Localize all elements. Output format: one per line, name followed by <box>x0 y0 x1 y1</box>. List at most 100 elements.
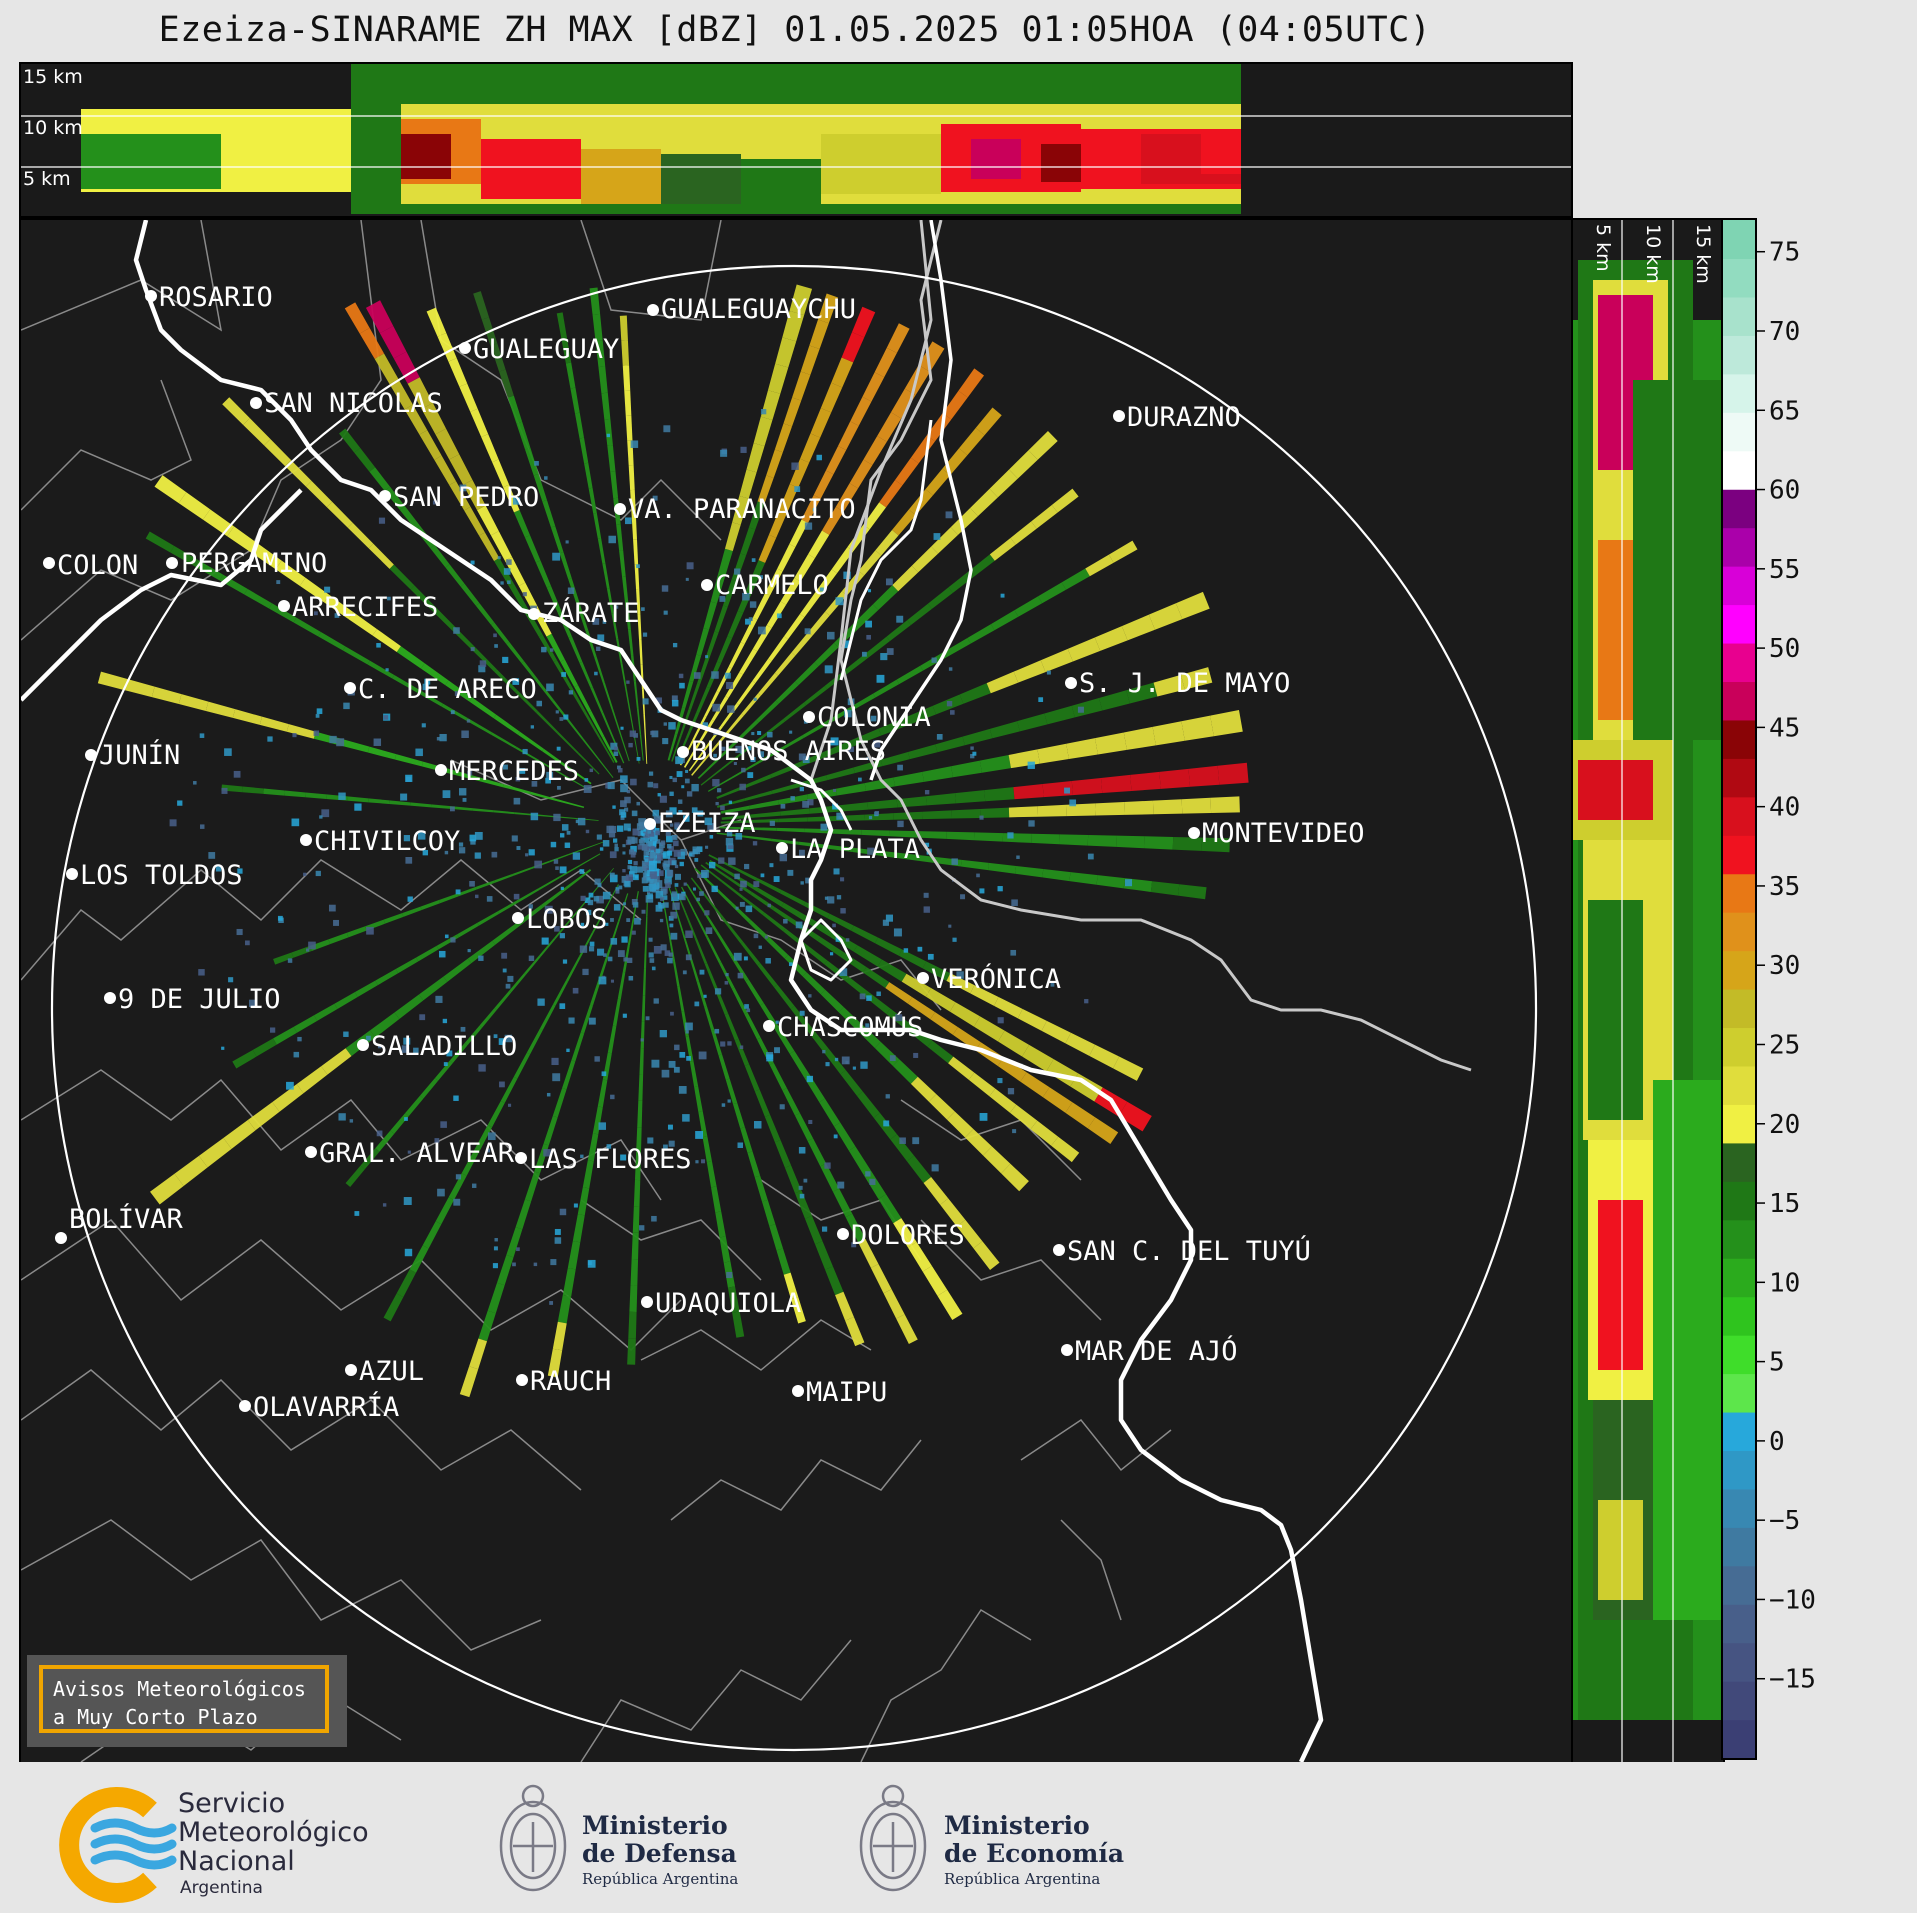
radar-ray-segment <box>892 509 916 536</box>
city-marker[interactable] <box>516 1374 528 1386</box>
radar-echo-pixel <box>670 932 678 940</box>
city-marker[interactable] <box>677 746 689 758</box>
radar-echo-pixel <box>840 877 845 882</box>
city-marker[interactable] <box>104 992 116 1004</box>
city-marker[interactable] <box>305 1146 317 1158</box>
city-marker[interactable] <box>85 749 97 761</box>
radar-ray-segment <box>877 412 902 442</box>
radar-echo-pixel <box>620 800 627 807</box>
city-marker[interactable] <box>776 842 788 854</box>
radar-ray-segment <box>1177 884 1207 900</box>
city-marker[interactable] <box>528 608 540 620</box>
city-marker[interactable] <box>379 490 391 502</box>
city-marker[interactable] <box>515 1152 527 1164</box>
radar-echo-pixel <box>663 902 669 908</box>
radar-ray-segment <box>711 1186 722 1213</box>
radar-ray-segment <box>1051 488 1079 513</box>
radar-echo-pixel <box>277 915 283 921</box>
radar-ray-segment <box>975 407 1002 436</box>
radar-echo-pixel <box>373 738 382 746</box>
city-marker[interactable] <box>345 1364 357 1376</box>
colorbar-tick-label: −15 <box>1769 1665 1816 1695</box>
radar-echo-pixel <box>655 818 661 824</box>
radar-ray-segment <box>704 962 718 990</box>
radar-echo-pixel <box>669 923 674 928</box>
radar-ray-segment <box>296 1066 328 1094</box>
radar-ray-segment <box>1113 1056 1144 1081</box>
city-label: ARRECIFES <box>292 592 438 623</box>
city-marker[interactable] <box>459 342 471 354</box>
city-marker[interactable] <box>701 579 713 591</box>
city-marker[interactable] <box>644 818 656 830</box>
radar-ray-segment <box>730 955 749 982</box>
city-marker[interactable] <box>647 304 659 316</box>
radar-echo-pixel <box>343 1031 349 1037</box>
radar-echo-pixel <box>629 871 635 877</box>
radar-echo-pixel <box>237 868 243 874</box>
side-cross-section-cell <box>1588 900 1643 1120</box>
radar-echo-pixel <box>845 1060 849 1064</box>
city-marker[interactable] <box>43 557 55 569</box>
radar-echo-pixel <box>874 810 880 816</box>
colorbar-segment <box>1723 719 1755 759</box>
radar-ray-segment <box>873 679 900 698</box>
radar-echo-pixel <box>534 860 543 869</box>
city-marker[interactable] <box>1188 827 1200 839</box>
radar-echo-pixel <box>808 994 812 998</box>
city-label: DOLORES <box>851 1220 965 1251</box>
city-marker[interactable] <box>917 972 929 984</box>
city-marker[interactable] <box>1053 1244 1065 1256</box>
radar-ray-segment <box>1013 784 1044 800</box>
colorbar-segment <box>1723 373 1755 413</box>
radar-echo-pixel <box>679 682 685 689</box>
radar-echo-pixel <box>530 812 539 821</box>
radar-echo-pixel <box>669 807 677 815</box>
city-marker[interactable] <box>357 1039 369 1051</box>
radar-echo-pixel <box>835 597 844 606</box>
city-marker[interactable] <box>344 682 356 694</box>
city-marker[interactable] <box>763 1020 775 1032</box>
city-marker[interactable] <box>512 912 524 924</box>
city-marker[interactable] <box>1065 677 1077 689</box>
city-marker[interactable] <box>1061 1344 1073 1356</box>
radar-echo-pixel <box>757 626 766 635</box>
city-marker[interactable] <box>792 1385 804 1397</box>
radar-ray-segment <box>598 736 615 764</box>
radar-ray-segment <box>732 495 749 525</box>
radar-ray-segment <box>587 1133 599 1162</box>
city-marker[interactable] <box>278 600 290 612</box>
radar-ray-segment <box>664 911 671 937</box>
city-marker[interactable] <box>239 1400 251 1412</box>
radar-ray-segment <box>1124 800 1154 815</box>
radar-echo-pixel <box>444 850 449 855</box>
radar-ray-segment <box>746 443 765 473</box>
radar-ray-segment <box>872 585 899 610</box>
city-marker[interactable] <box>614 503 626 515</box>
colorbar-segment <box>1723 1642 1755 1682</box>
radar-echo-pixel <box>739 887 743 891</box>
notice-box[interactable]: Avisos Meteorológicos a Muy Corto Plazo <box>27 1655 347 1747</box>
city-marker[interactable] <box>1113 410 1125 422</box>
city-marker[interactable] <box>837 1228 849 1240</box>
radar-map[interactable]: ROSARIO GUALEGUAYCHU GUALEGUAY SAN NICOLAS D… <box>19 218 1573 1764</box>
city-marker[interactable] <box>55 1232 67 1244</box>
radar-ray-segment <box>514 812 536 816</box>
radar-ray-segment <box>711 1030 723 1056</box>
radar-echo-pixel <box>885 914 894 922</box>
radar-ray-segment <box>707 898 727 922</box>
radar-echo-pixel <box>671 695 678 702</box>
city-marker[interactable] <box>250 397 262 409</box>
radar-ray-segment <box>875 529 899 556</box>
radar-echo-pixel <box>378 517 386 524</box>
city-marker[interactable] <box>641 1296 653 1308</box>
radar-echo-pixel <box>622 844 626 848</box>
city-marker[interactable] <box>803 711 815 723</box>
radar-echo-pixel <box>440 1121 447 1128</box>
radar-ray-segment <box>1008 749 1040 769</box>
city-marker[interactable] <box>145 290 157 302</box>
city-marker[interactable] <box>66 868 78 880</box>
city-marker[interactable] <box>435 764 447 776</box>
radar-echo-pixel <box>659 842 665 849</box>
city-marker[interactable] <box>300 834 312 846</box>
city-marker[interactable] <box>166 557 178 569</box>
